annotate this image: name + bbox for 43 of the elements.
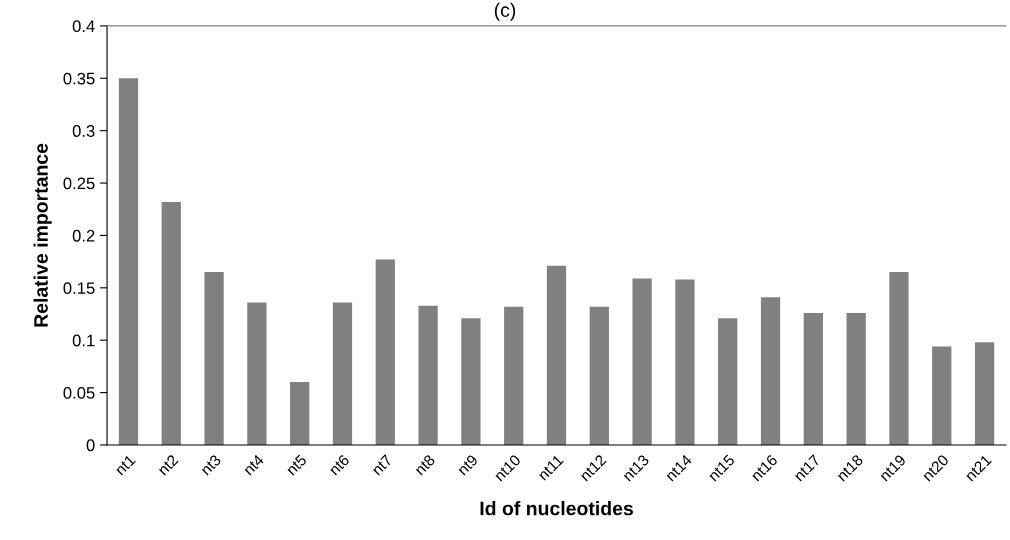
x-tick-label: nt11 xyxy=(537,454,564,481)
y-tick-label: 0.25 xyxy=(63,177,95,190)
bar xyxy=(247,302,267,445)
bar xyxy=(675,279,695,445)
x-tick-label: nt6 xyxy=(328,454,350,476)
bar xyxy=(161,201,181,445)
x-tick-label: nt9 xyxy=(456,454,479,476)
bar xyxy=(760,297,781,445)
y-tick-label: 0.35 xyxy=(63,72,95,85)
bar xyxy=(118,78,139,445)
bar xyxy=(846,312,866,445)
bar xyxy=(632,278,652,445)
bar xyxy=(589,306,609,445)
bar xyxy=(932,346,952,445)
bar xyxy=(889,272,909,445)
bar xyxy=(418,305,438,445)
bar xyxy=(332,302,353,445)
y-tick-label: 0 xyxy=(86,439,95,452)
y-tick-label: 0.2 xyxy=(72,229,95,242)
y-tick-label: 0.15 xyxy=(63,282,95,295)
y-tick-label: 0.3 xyxy=(72,125,95,137)
x-tick-label: nt2 xyxy=(157,454,179,476)
bar xyxy=(375,259,395,445)
chart-title: (c) xyxy=(494,2,516,21)
x-tick-label: nt8 xyxy=(414,454,436,476)
bar xyxy=(803,312,823,445)
bar xyxy=(290,382,310,445)
x-tick-label: nt7 xyxy=(371,454,393,476)
y-axis-title: Relative importance xyxy=(33,143,52,327)
bar xyxy=(718,318,738,445)
bar xyxy=(204,272,224,445)
bar xyxy=(504,306,524,445)
bar xyxy=(974,342,995,445)
x-axis-title: Id of nucleotides xyxy=(480,501,633,516)
y-tick-label: 0.1 xyxy=(72,334,95,347)
x-tick-label: nt1 xyxy=(114,454,136,476)
x-tick-label: nt4 xyxy=(242,454,265,476)
y-tick-label: 0.4 xyxy=(72,20,95,33)
bar xyxy=(546,265,567,445)
bar xyxy=(461,318,481,445)
y-tick-label: 0.05 xyxy=(63,386,95,399)
x-tick-label: nt5 xyxy=(285,454,308,476)
x-tick-label: nt3 xyxy=(200,454,222,476)
